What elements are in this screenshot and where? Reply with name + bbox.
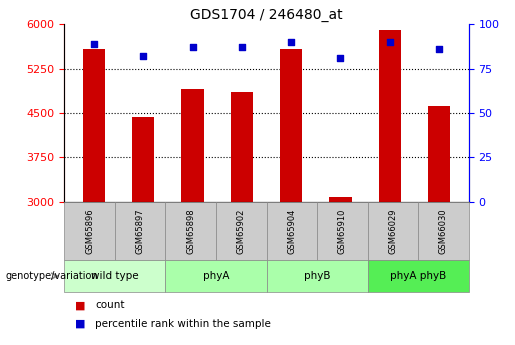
- Bar: [330, 197, 352, 202]
- Bar: [83, 49, 105, 202]
- Text: ■: ■: [75, 319, 85, 329]
- Text: GSM65904: GSM65904: [287, 208, 296, 254]
- Text: GSM66030: GSM66030: [439, 208, 448, 254]
- Bar: [231, 92, 253, 202]
- Text: phyA: phyA: [203, 271, 229, 281]
- Point: [287, 39, 295, 45]
- Bar: [379, 30, 401, 202]
- Point: [188, 45, 197, 50]
- Text: phyB: phyB: [304, 271, 330, 281]
- Point: [435, 46, 443, 52]
- Bar: [428, 106, 450, 202]
- Text: wild type: wild type: [91, 271, 139, 281]
- Bar: [132, 117, 154, 202]
- Point: [336, 55, 345, 61]
- Text: GSM65910: GSM65910: [338, 208, 347, 254]
- Bar: [280, 49, 302, 202]
- Text: count: count: [95, 300, 125, 310]
- Point: [386, 39, 394, 45]
- Text: GSM65896: GSM65896: [85, 208, 94, 254]
- Text: GSM65897: GSM65897: [135, 208, 145, 254]
- Point: [90, 41, 98, 47]
- Text: GSM65898: GSM65898: [186, 208, 195, 254]
- Text: GSM66029: GSM66029: [388, 208, 398, 254]
- Text: percentile rank within the sample: percentile rank within the sample: [95, 319, 271, 329]
- Bar: [181, 89, 203, 202]
- Point: [139, 53, 147, 59]
- Text: genotype/variation: genotype/variation: [5, 271, 98, 281]
- Text: ■: ■: [75, 300, 85, 310]
- Point: [238, 45, 246, 50]
- Title: GDS1704 / 246480_at: GDS1704 / 246480_at: [190, 8, 343, 22]
- Text: phyA phyB: phyA phyB: [390, 271, 446, 281]
- Text: GSM65902: GSM65902: [237, 208, 246, 254]
